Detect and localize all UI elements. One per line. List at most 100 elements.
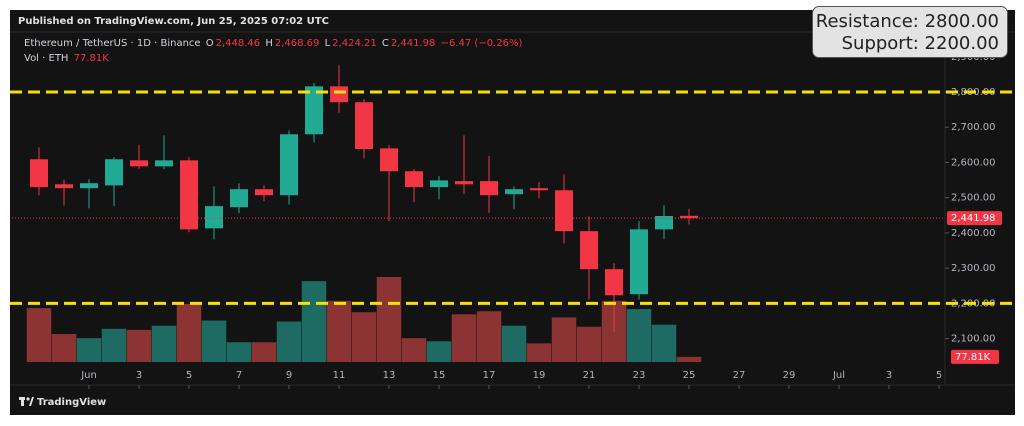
plot-area [26,65,702,362]
volume-value: 77.81K [73,53,109,64]
volume-bar [351,312,377,362]
candle-body [605,269,623,296]
candle-body [280,134,298,196]
candle-body [480,181,498,196]
candle-body [655,215,673,230]
candle-body [55,184,73,189]
volume-bar [126,329,152,362]
last-price-label: 2,441.98 [951,213,996,224]
y-tick-label: 2,400.00 [951,228,996,239]
volume-bar [676,356,702,362]
candle-body [680,215,698,219]
y-tick-label: 2,700.00 [951,122,996,133]
x-tick-label: 17 [483,370,496,381]
volume-bar [526,343,552,362]
logo-part [26,397,30,401]
candle-body [130,160,148,167]
c-value: 2,441.98 [390,38,436,49]
volume-bar [51,334,77,362]
logo-part [21,397,24,406]
o-key: O [205,38,214,49]
volume-bar [176,303,202,362]
volume-bar [251,342,277,362]
x-tick-label: 11 [333,370,346,381]
volume-badge [951,349,999,364]
volume-title: Vol · ETH [24,53,69,64]
candle-body [205,206,223,229]
volume-bar [201,320,227,362]
y-tick-label: 2,100.00 [951,334,996,345]
volume-bar [401,338,427,362]
y-tick-label: 2,600.00 [951,157,996,168]
candle-body [630,229,648,295]
o-value: 2,448.46 [215,38,261,49]
volume-legend: Vol · ETH 77.81K [24,53,111,64]
volume-bar [651,324,677,362]
level-note: Resistance: 2800.00 Support: 2200.00 [812,6,1008,58]
candle-body [555,190,573,232]
candle-body [430,180,448,188]
volume-bar [326,300,352,362]
candle-body [80,183,98,189]
volume-bar [626,309,652,362]
x-tick-label: 21 [583,370,596,381]
x-tick-label: 5 [936,370,942,381]
l-key: L [324,38,331,49]
x-tick-label: Jul [832,370,845,381]
x-tick-label: 23 [633,370,646,381]
volume-bar [476,311,502,362]
candle-body [355,102,373,150]
x-tick-label: 29 [783,370,796,381]
h-key: H [265,38,273,49]
brand-logo [19,397,34,406]
candle-body [530,188,548,191]
support-text: Support: 2200.00 [841,33,999,54]
h-value: 2,468.69 [274,38,320,49]
x-tick-label: 9 [286,370,292,381]
volume-bar [376,277,402,362]
volume-bar [426,341,452,362]
volume-bar [151,325,177,362]
x-tick-label: 13 [383,370,396,381]
resistance-text: Resistance: 2800.00 [815,11,999,32]
candle-body [405,171,423,188]
candle-body [505,189,523,195]
candle-body [180,160,198,230]
logo-part [29,397,34,406]
x-tick-label: 15 [433,370,446,381]
symbol: Ethereum / TetherUS · 1D · Binance [24,38,201,49]
x-tick-label: 5 [186,370,192,381]
candle-body [305,86,323,135]
x-tick-label: 3 [136,370,142,381]
volume-bar [276,321,302,362]
x-tick-label: 27 [733,370,746,381]
x-tick-label: 3 [886,370,892,381]
candle-body [380,148,398,172]
volume-bar [551,317,577,362]
candle-body [255,189,273,196]
c-key: C [381,38,389,49]
x-tick-label: 7 [236,370,242,381]
x-tick-label: 19 [533,370,546,381]
volume-bar [501,325,527,362]
volume-badge-label: 77.81K [955,352,991,363]
y-tick-label: 2,500.00 [951,193,996,204]
y-tick-label: 2,300.00 [951,263,996,274]
candle-body [155,160,173,167]
volume-bar [226,342,252,362]
volume-bar [76,338,102,362]
last-price-badge [947,211,1002,226]
x-tick-label: 25 [683,370,696,381]
legend-line: Ethereum / TetherUS · 1D · Binance O 2,44… [24,38,524,49]
volume-bar [301,281,327,362]
volume-bar [101,328,127,362]
candle-body [230,189,248,208]
volume-bar [451,314,477,362]
candle-body [30,159,48,188]
l-value: 2,424.21 [332,38,377,49]
candle-body [455,181,473,185]
candle-body [105,159,123,186]
candle-body [330,86,348,103]
